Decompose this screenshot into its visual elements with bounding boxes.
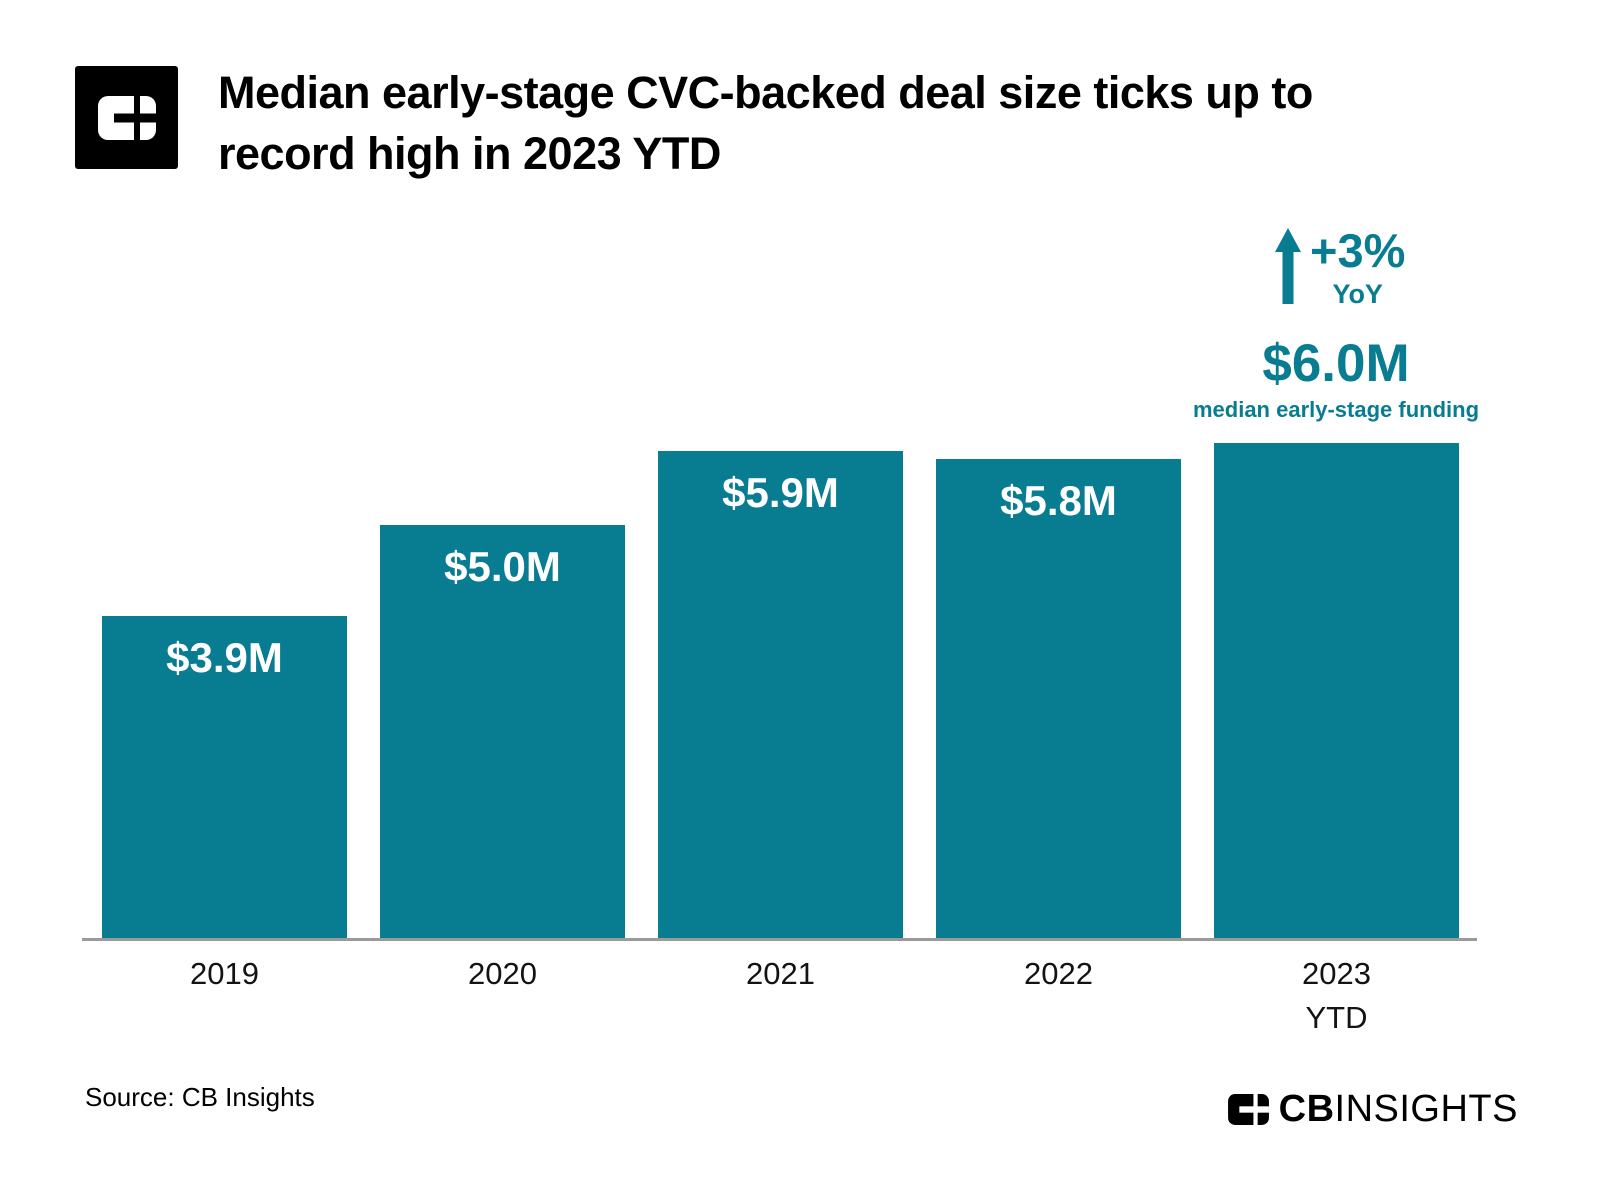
cb-insights-logo-icon [1227, 1093, 1269, 1125]
x-axis-label-2020: 2020 [468, 956, 537, 991]
highlight-value: $6.0M [1262, 334, 1410, 393]
page-title: Median early-stage CVC-backed deal size … [218, 62, 1488, 184]
up-arrow-icon [1275, 228, 1301, 304]
footer-brand-bold: CB [1278, 1088, 1335, 1130]
x-axis-label-2021: 2021 [746, 956, 815, 991]
x-axis-line [82, 938, 1477, 941]
x-axis-label-2022: 2022 [1024, 956, 1093, 991]
bar-value-label: $5.0M [444, 543, 561, 590]
yoy-change-label: YoY [1332, 279, 1383, 309]
bar-2020: $5.0M [380, 525, 625, 938]
bar-chart: $3.9M $5.0M $5.9M $5.8M [102, 438, 1459, 938]
x-axis-label-2019: 2019 [190, 956, 259, 991]
bar-2022: $5.8M [936, 459, 1181, 938]
yoy-annotation: +3% YoY [1275, 226, 1405, 310]
cb-insights-logo-icon [97, 95, 156, 140]
bar-2023 [1214, 443, 1459, 938]
x-axis-labels: 2019 2020 2021 2022 2023 YTD [102, 952, 1459, 1040]
highlight-value-label: median early-stage funding [1192, 397, 1480, 422]
bar-value-label: $5.9M [722, 469, 839, 516]
footer-brand: CBINSIGHTS [1227, 1090, 1518, 1128]
bar-2021: $5.9M [658, 451, 903, 938]
page-title-line2: record high in 2023 YTD [218, 128, 721, 179]
yoy-text: +3% YoY [1310, 226, 1405, 310]
x-axis-label-2023: 2023 YTD [1302, 956, 1371, 1035]
footer-brand-light: INSIGHTS [1334, 1088, 1518, 1130]
bar-value-label: $3.9M [166, 634, 283, 681]
yoy-change-value: +3% [1310, 224, 1406, 277]
page-title-line1: Median early-stage CVC-backed deal size … [218, 67, 1313, 118]
highlight-annotation: $6.0M median early-stage funding [1193, 334, 1479, 423]
bar-value-label: $5.8M [1000, 477, 1117, 524]
bar-2019: $3.9M [102, 616, 347, 938]
cb-insights-logo [75, 66, 178, 169]
footer-brand-text: CBINSIGHTS [1279, 1090, 1518, 1128]
source-note: Source: CB Insights [85, 1082, 315, 1112]
